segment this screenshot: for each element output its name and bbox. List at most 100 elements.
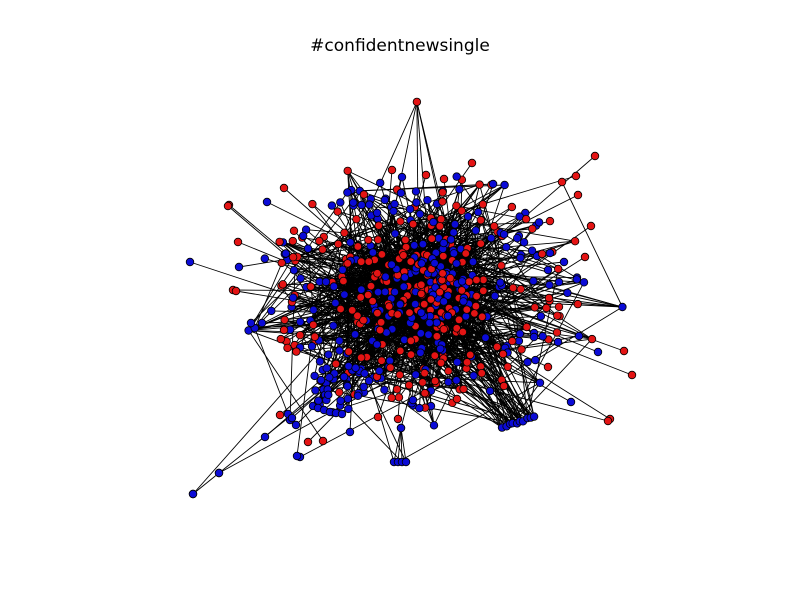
graph-edge [480,183,494,221]
graph-node-blue [397,172,407,182]
graph-node-blue [563,288,572,298]
graph-node-red [344,347,353,356]
graph-node-red [387,393,396,402]
graph-node-red [395,370,404,380]
graph-node-blue [490,291,500,301]
graph-node-blue [449,228,458,237]
graph-node-blue [412,198,421,207]
graph-node-blue [463,212,473,221]
graph-node-red [522,322,531,332]
graph-node-blue [357,200,366,210]
graph-node-red [308,199,317,209]
graph-node-blue [399,282,408,291]
graph-node-red [479,286,488,295]
graph-node-blue [453,358,462,367]
graph-node-red [306,282,315,291]
graph-node-blue [331,298,340,308]
graph-node-blue [449,249,459,258]
graph-node-blue [321,277,331,286]
graph-node-blue [385,356,395,365]
graph-node-red [375,325,385,335]
graph-node-blue [314,396,323,405]
graph-node-red [475,180,484,189]
graph-node-red [458,327,467,337]
graph-edge [192,472,220,495]
graph-node-red [545,216,555,226]
graph-node-blue [291,420,301,430]
graph-node-red [359,316,368,325]
graph-node-red [454,315,464,324]
graph-node-blue [452,259,461,268]
graph-node-red [472,291,481,301]
graph-node-red [408,219,418,229]
graph-node-red [476,239,485,248]
graph-node-red [373,412,383,422]
graph-node-red [336,304,345,314]
graph-node-blue [296,317,305,326]
graph-node-blue [499,230,509,239]
graph-node-blue [502,242,511,252]
graph-node-red [315,236,324,246]
graph-node-red [573,190,583,200]
graph-node-red [439,174,449,184]
graph-node-red [335,388,344,397]
graph-edge [463,297,599,353]
graph-edge [357,246,578,305]
graph-edge [445,315,611,420]
graph-node-red [420,368,429,378]
graph-node-blue [299,231,308,241]
graph-node-blue [535,378,545,387]
graph-node-blue [303,244,313,253]
graph-node-blue [408,395,418,405]
graph-node-blue [335,346,344,355]
graph-edge [299,232,345,348]
graph-node-blue [405,204,415,214]
graph-node-blue [545,248,555,258]
graph-node-red [288,253,298,262]
graph-node-red [318,436,328,446]
graph-node-blue [329,321,338,330]
graph-node-blue [338,265,347,274]
graph-node-red [373,308,382,318]
graph-node-red [457,286,466,295]
graph-edge [400,427,407,463]
graph-node-blue [387,260,396,269]
graph-node-blue [289,266,299,275]
graph-edge [248,330,324,442]
graph-node-blue [336,198,345,207]
graph-node-red [310,332,319,341]
node-layer [185,97,637,499]
graph-node-red [406,336,416,345]
graph-node-red [412,97,422,107]
graph-edge [397,382,541,463]
graph-node-red [586,221,596,231]
graph-node-blue [410,241,419,250]
graph-node-red [471,302,481,311]
graph-node-blue [390,199,399,209]
graph-node-red [619,346,629,356]
graph-node-blue [396,423,406,433]
graph-node-blue [292,451,302,461]
graph-node-blue [381,272,390,281]
graph-node-red [401,235,410,245]
graph-node-red [436,214,446,224]
graph-node-red [553,311,562,320]
graph-node-blue [345,427,355,437]
graph-node-red [393,414,403,424]
graph-node-blue [372,208,382,218]
graph-node-red [554,302,564,311]
graph-node-red [377,356,386,365]
graph-node-red [276,334,285,344]
graph-edge [238,245,371,268]
figure-title: #confidentnewsingle [310,36,490,56]
graph-node-blue [523,357,532,367]
graph-edge [379,169,393,311]
graph-node-red [396,217,405,226]
graph-node-red [279,325,289,335]
graph-node-red [387,165,397,175]
graph-node-blue [344,361,353,371]
graph-node-blue [593,347,603,357]
graph-node-blue [444,377,453,387]
graph-node-blue [350,330,360,339]
